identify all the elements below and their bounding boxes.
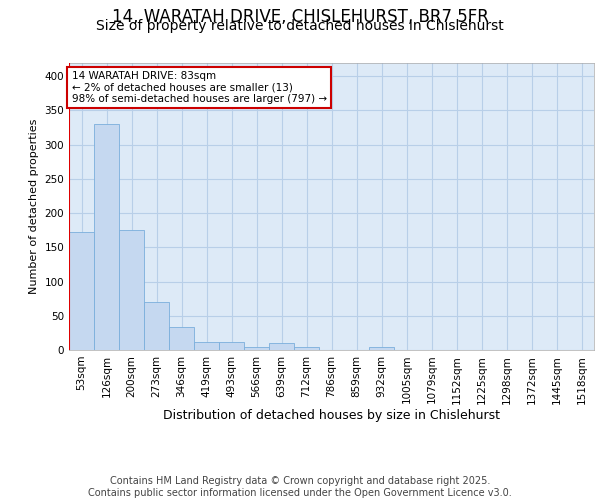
Bar <box>369 346 394 350</box>
Bar <box>144 302 169 350</box>
Bar <box>119 230 144 350</box>
Y-axis label: Number of detached properties: Number of detached properties <box>29 118 39 294</box>
Text: 14 WARATAH DRIVE: 83sqm
← 2% of detached houses are smaller (13)
98% of semi-det: 14 WARATAH DRIVE: 83sqm ← 2% of detached… <box>71 70 326 104</box>
X-axis label: Distribution of detached houses by size in Chislehurst: Distribution of detached houses by size … <box>163 409 500 422</box>
Text: Contains HM Land Registry data © Crown copyright and database right 2025.
Contai: Contains HM Land Registry data © Crown c… <box>88 476 512 498</box>
Text: 14, WARATAH DRIVE, CHISLEHURST, BR7 5FR: 14, WARATAH DRIVE, CHISLEHURST, BR7 5FR <box>112 8 488 26</box>
Text: Size of property relative to detached houses in Chislehurst: Size of property relative to detached ho… <box>96 19 504 33</box>
Bar <box>194 342 219 350</box>
Bar <box>294 346 319 350</box>
Bar <box>219 342 244 350</box>
Bar <box>169 326 194 350</box>
Bar <box>69 232 94 350</box>
Bar <box>94 124 119 350</box>
Bar <box>269 343 294 350</box>
Bar <box>244 346 269 350</box>
